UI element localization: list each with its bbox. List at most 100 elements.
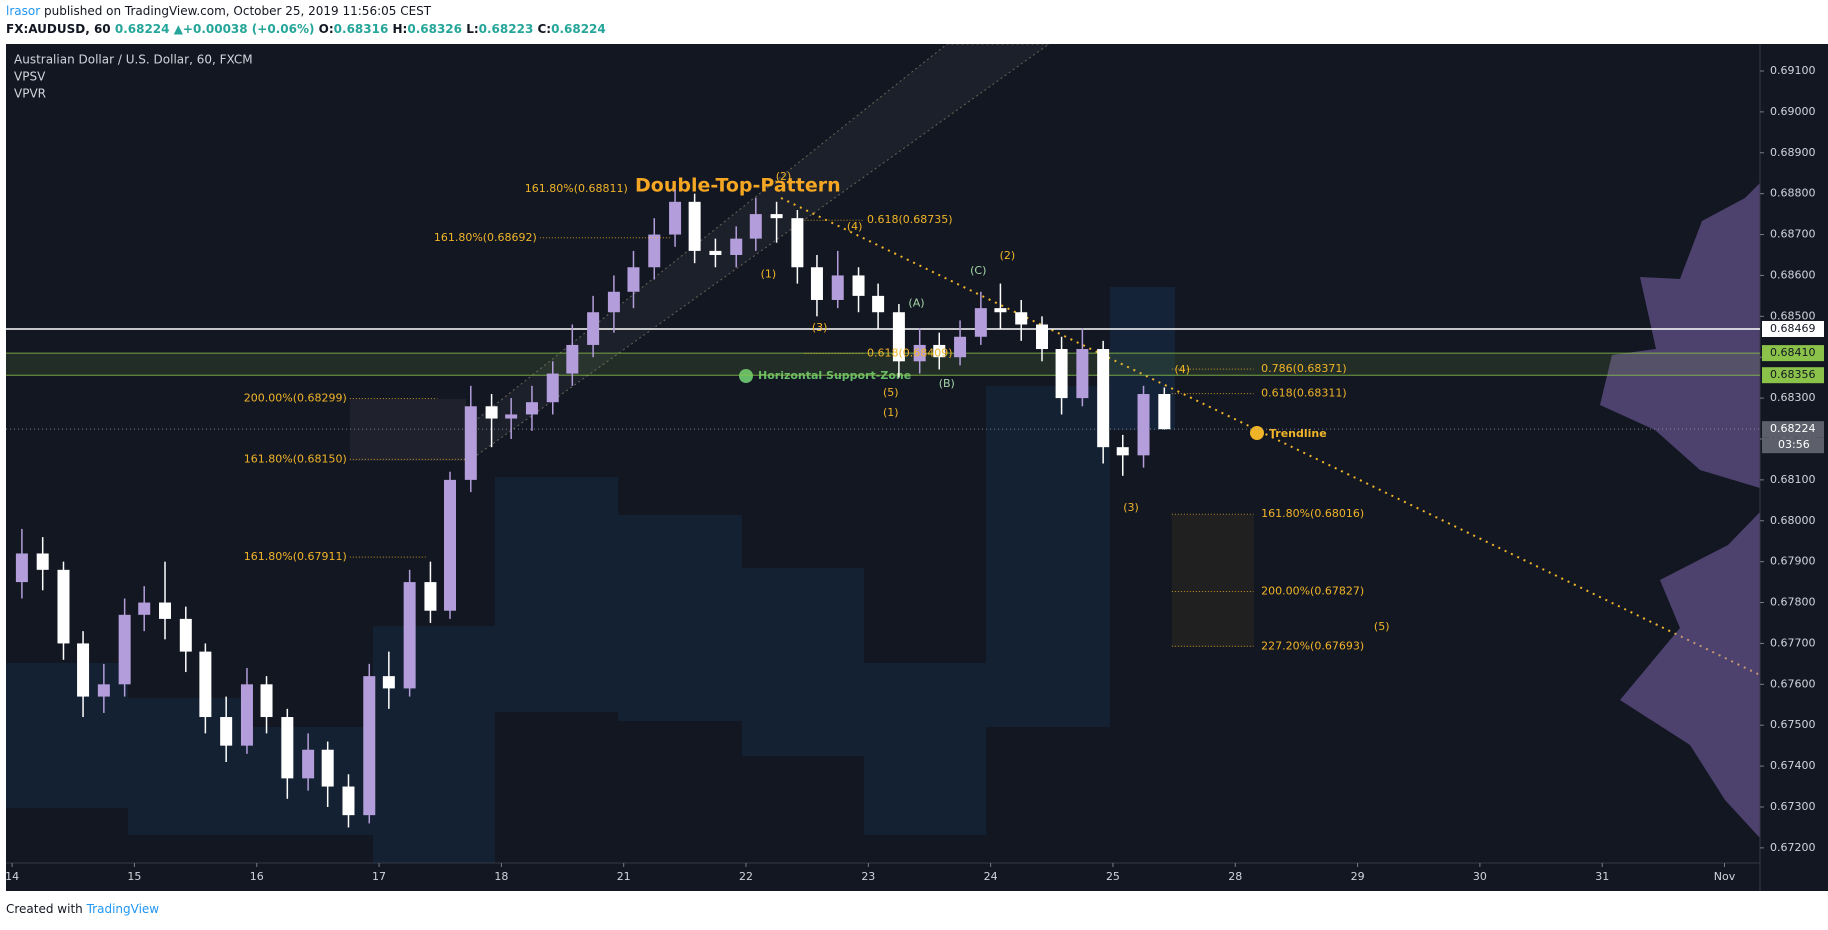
- last-price: 0.68224: [114, 22, 170, 36]
- quote-line: FX:AUDUSD, 60 0.68224 ▲+0.00038 (+0.06%)…: [6, 20, 606, 38]
- x-tick-label: 21: [617, 870, 631, 883]
- candle-body: [566, 344, 579, 374]
- candle-body: [587, 312, 600, 345]
- user-link[interactable]: lrasor: [6, 4, 41, 18]
- fib-label: 227.20%(0.67693): [1261, 639, 1364, 652]
- candle-body: [1137, 394, 1150, 456]
- y-tick-label: 0.68100: [1770, 473, 1816, 486]
- x-tick-label: 30: [1473, 870, 1487, 883]
- ohlc-label: H:: [392, 22, 408, 36]
- legend-text: Australian Dollar / U.S. Dollar, 60, FXC…: [14, 53, 253, 67]
- candle-body: [444, 479, 457, 611]
- footer: Created with TradingView: [6, 902, 159, 916]
- candle-body: [240, 684, 253, 746]
- wave-label: (5): [1374, 620, 1390, 633]
- price-label-box: [1762, 320, 1824, 337]
- fib-label: 161.80%(0.67911): [244, 550, 347, 563]
- x-tick-label: 25: [1106, 870, 1120, 883]
- fib-label: 161.80%(0.68016): [1261, 507, 1364, 520]
- price-label: 0.68224: [1770, 422, 1816, 435]
- pattern-title: Double-Top-Pattern: [635, 175, 841, 197]
- candle-body: [77, 643, 90, 697]
- candle-body: [342, 786, 355, 816]
- wave-label: (2): [1000, 249, 1016, 262]
- candle-body: [730, 238, 743, 255]
- publish-line: lrasor published on TradingView.com, Oct…: [6, 2, 606, 20]
- channel: [465, 43, 1051, 464]
- x-tick-label: 24: [984, 870, 998, 883]
- legend-text: VPVR: [14, 87, 46, 101]
- x-tick-label: 14: [5, 870, 19, 883]
- session-box: [250, 727, 373, 835]
- price-label-box: [1762, 345, 1824, 362]
- y-tick-label: 0.67500: [1770, 718, 1816, 731]
- y-tick-label: 0.67400: [1770, 759, 1816, 772]
- x-tick-label: 18: [494, 870, 508, 883]
- fib-box: [1172, 515, 1254, 647]
- candle-body: [688, 201, 701, 251]
- publish-text: published on TradingView.com, October 25…: [43, 4, 432, 18]
- y-tick-label: 0.67800: [1770, 596, 1816, 609]
- y-tick-label: 0.68600: [1770, 268, 1816, 281]
- wave-label: (3): [1123, 501, 1139, 514]
- candle-body: [954, 336, 967, 358]
- wave-label: (4): [1175, 363, 1191, 376]
- candle-body: [546, 373, 559, 403]
- support-zone: [6, 353, 1760, 376]
- candle-body: [1076, 349, 1089, 399]
- fib-label: 0.618(0.68735): [867, 213, 953, 226]
- symbol: FX:AUDUSD, 60: [6, 22, 111, 36]
- price-axis: [1760, 44, 1828, 891]
- ohlc-value: 0.68316: [333, 22, 389, 36]
- candle-body: [648, 234, 661, 268]
- trendline-label: Trendline: [1269, 427, 1327, 440]
- x-tick-label: 22: [739, 870, 753, 883]
- candle-body: [464, 406, 477, 480]
- candle-body: [1158, 394, 1171, 430]
- wave-label: (C): [970, 264, 986, 277]
- y-tick-label: 0.67200: [1770, 841, 1816, 854]
- volume-profile: [1600, 183, 1760, 838]
- y-tick-label: 0.69100: [1770, 64, 1816, 77]
- trendline-dot: [1250, 426, 1264, 440]
- wave-label: (B): [939, 377, 955, 390]
- candle-body: [302, 749, 315, 779]
- brand-link[interactable]: TradingView: [86, 902, 160, 916]
- x-tick-label: 15: [127, 870, 141, 883]
- candle-body: [382, 676, 395, 689]
- candle-body: [138, 602, 151, 615]
- candle-body: [485, 406, 498, 419]
- ohlc-label: C:: [537, 22, 552, 36]
- wave-label: (2): [776, 170, 792, 183]
- y-tick-label: 0.69000: [1770, 105, 1816, 118]
- candle-body: [770, 214, 783, 219]
- candle-body: [1055, 349, 1068, 399]
- change: +0.00038 (+0.06%): [182, 22, 315, 36]
- session-box: [864, 663, 986, 835]
- y-tick-label: 0.67900: [1770, 555, 1816, 568]
- candle-body: [15, 553, 28, 583]
- session-box: [373, 626, 495, 863]
- fib-label: 161.80%(0.68811): [525, 182, 628, 195]
- session-box: [742, 568, 864, 756]
- candle-body: [220, 717, 233, 746]
- candle-body: [994, 308, 1007, 313]
- ohlc-value: 0.68223: [478, 22, 534, 36]
- ohlc-label: O:: [318, 22, 334, 36]
- price-label-box: [1762, 421, 1824, 438]
- candle-body: [892, 312, 905, 362]
- candle-body: [974, 308, 987, 337]
- candle-body: [913, 344, 926, 362]
- candle-body: [36, 553, 49, 570]
- fib-label: 0.786(0.68371): [1261, 362, 1347, 375]
- x-tick-label: 28: [1228, 870, 1242, 883]
- y-tick-label: 0.68500: [1770, 309, 1816, 322]
- candle-body: [831, 275, 844, 300]
- fib-label: 161.80%(0.68692): [434, 231, 537, 244]
- session-box: [986, 386, 1110, 727]
- x-tick-label: 23: [861, 870, 875, 883]
- candle-body: [321, 749, 334, 787]
- candle-body: [260, 684, 273, 718]
